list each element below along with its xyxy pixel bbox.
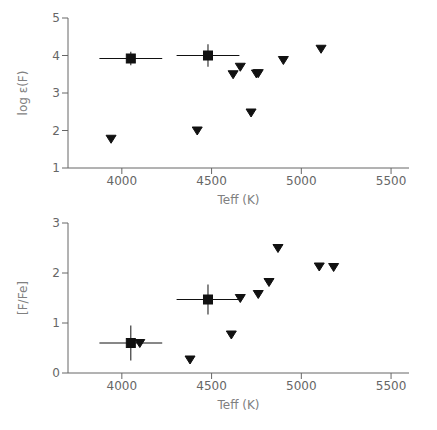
svg-text:1: 1 xyxy=(52,316,60,330)
svg-text:5000: 5000 xyxy=(286,379,317,393)
svg-text:5500: 5500 xyxy=(376,379,407,393)
svg-text:4: 4 xyxy=(52,49,60,63)
svg-text:4500: 4500 xyxy=(196,379,227,393)
svg-text:4500: 4500 xyxy=(196,174,227,188)
svg-text:4000: 4000 xyxy=(107,174,138,188)
svg-text:[F/Fe]: [F/Fe] xyxy=(16,281,30,315)
svg-text:5: 5 xyxy=(52,11,60,25)
svg-text:5000: 5000 xyxy=(286,174,317,188)
svg-text:2: 2 xyxy=(52,266,60,280)
svg-text:log ε(F): log ε(F) xyxy=(16,71,30,116)
svg-text:4000: 4000 xyxy=(107,379,138,393)
svg-text:1: 1 xyxy=(52,161,60,175)
svg-text:0: 0 xyxy=(52,366,60,380)
svg-text:Teff (K): Teff (K) xyxy=(217,193,260,207)
svg-text:5500: 5500 xyxy=(376,174,407,188)
svg-text:3: 3 xyxy=(52,86,60,100)
svg-text:2: 2 xyxy=(52,124,60,138)
svg-text:Teff (K): Teff (K) xyxy=(217,398,260,412)
svg-text:3: 3 xyxy=(52,216,60,230)
